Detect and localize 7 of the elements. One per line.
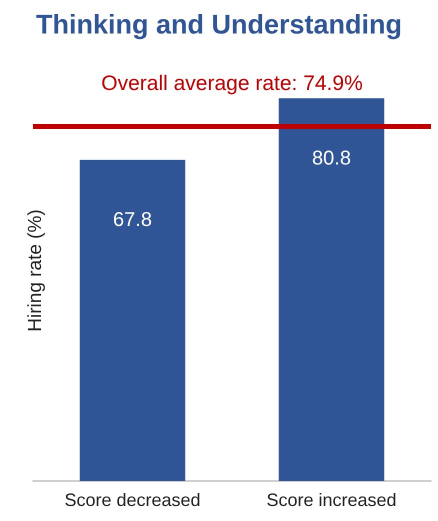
chart-title: Thinking and Understanding [36, 10, 402, 40]
ref-line-label: Overall average rate: 74.9% [101, 72, 363, 96]
x-tick-label: Score decreased [64, 490, 201, 510]
data-label: 80.8 [312, 147, 351, 170]
x-tick-label: Score increased [266, 490, 397, 510]
data-label: 67.8 [113, 208, 152, 231]
y-axis-title: Hiring rate (%) [25, 209, 46, 332]
